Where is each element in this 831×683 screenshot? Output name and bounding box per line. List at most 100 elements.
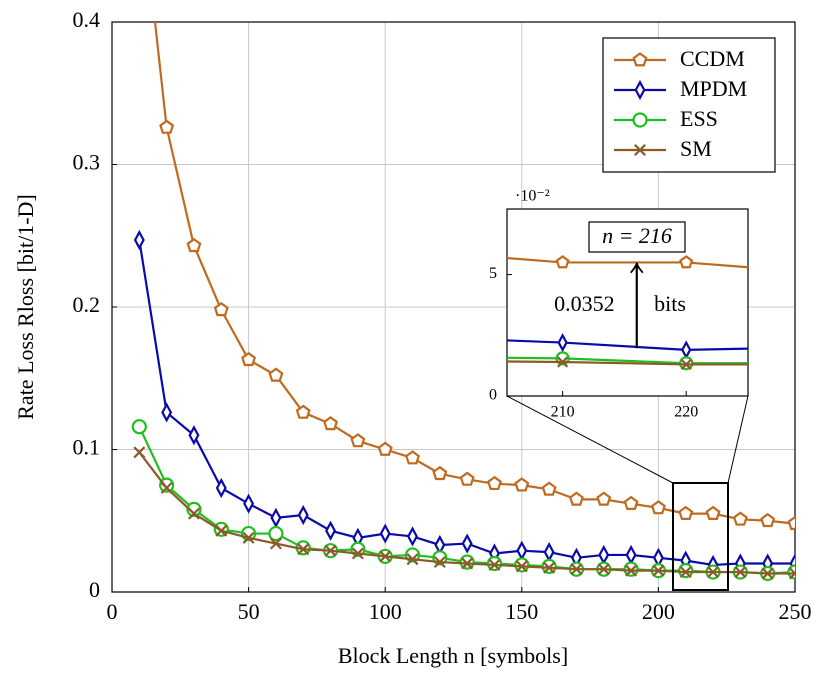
marker [555,255,570,269]
marker [297,504,309,526]
x-tick-label: 250 [779,599,812,624]
series-line [507,256,748,269]
zoom-connector [506,395,674,484]
marker [625,544,637,566]
marker [434,356,444,366]
y-tick-label: 0 [89,577,100,602]
zoom-connector [727,395,749,484]
x-tick-label: 210 [551,404,575,421]
marker [705,505,721,520]
marker [568,491,584,506]
marker [557,333,568,353]
series-line [507,360,748,366]
marker [634,79,646,101]
marker [570,563,583,576]
marker [379,550,392,563]
marker [650,500,666,515]
legend-label: ESS [680,106,718,131]
marker [295,404,311,419]
legend-label: CCDM [680,46,745,71]
marker [406,553,419,566]
y-tick-label: 0.1 [73,435,101,460]
marker [597,563,610,576]
series-line [507,339,748,351]
y-tick-label: 0 [489,387,497,404]
x-tick-label: 200 [642,599,675,624]
x-tick-label: 50 [238,599,260,624]
marker [625,564,638,577]
marker [632,52,648,67]
marker [634,144,646,156]
marker [215,524,228,537]
marker [515,560,528,573]
marker [459,471,475,486]
marker [432,465,448,481]
marker [161,402,173,423]
marker [543,541,555,563]
x-axis-label: Block Length n [symbols] [338,643,568,668]
marker [598,544,610,566]
marker [215,477,227,499]
marker [324,544,337,557]
marker [760,512,776,528]
marker [435,331,443,345]
marker [678,505,694,520]
marker [323,415,339,431]
x-tick-label: 100 [369,599,402,624]
marker [407,526,418,547]
marker [242,531,255,544]
marker [133,446,146,459]
marker [131,419,147,435]
marker [623,495,639,511]
y-tick-label: 0.2 [73,292,101,317]
marker [187,507,200,520]
marker [379,523,391,544]
x-tick-label: 220 [674,404,698,421]
zoom-box [672,482,729,591]
legend-label: MPDM [680,76,747,101]
x-tick-label: 150 [505,599,538,624]
marker [805,360,815,370]
marker [213,301,229,317]
marker [160,481,173,494]
marker [461,533,473,554]
annotation-box [588,221,686,253]
y-tick-label: 0.4 [73,7,101,32]
marker [707,566,720,579]
series-line [507,356,748,365]
marker [516,540,528,561]
marker [270,507,282,529]
x-tick-label: 0 [107,599,118,624]
marker [377,441,393,456]
marker [487,475,502,491]
marker [632,112,648,128]
annotation: n = 216 [602,223,672,248]
marker [433,351,445,363]
marker [732,511,748,526]
marker [789,567,795,580]
legend-label: SM [680,136,712,161]
annotation: 0.0352 bits [554,291,686,316]
marker [679,255,694,269]
marker [351,547,364,560]
marker [268,367,284,382]
marker [159,119,175,134]
marker [243,493,255,514]
marker [188,425,200,446]
marker [433,556,446,569]
marker [557,356,569,368]
marker [350,433,366,448]
marker [186,237,202,253]
marker [543,561,556,574]
marker [488,558,501,571]
marker [133,229,145,251]
marker [596,491,612,506]
marker [541,481,557,496]
marker [787,515,795,530]
marker [268,525,284,542]
marker [186,501,202,517]
marker [680,358,692,371]
marker [514,477,530,492]
marker [405,450,420,465]
